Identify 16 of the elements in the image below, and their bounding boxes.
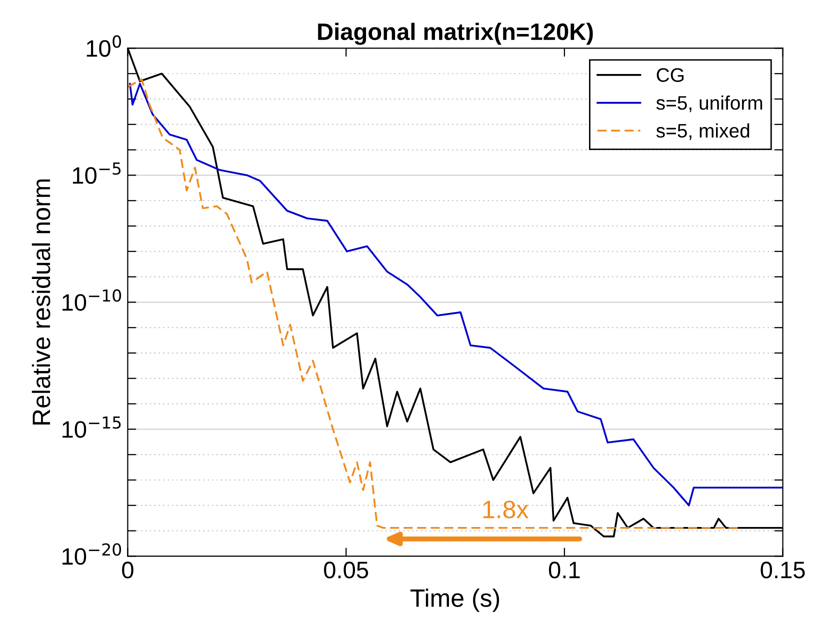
y-tick-label: 10$^{−15}$: [62, 416, 121, 438]
x-tick-label: 0.1: [548, 562, 580, 578]
y-axis-title: Relative residual norm: [32, 179, 50, 425]
annotation: 1.8x: [483, 500, 528, 518]
x-tick-label: 0.15: [760, 562, 805, 578]
legend-label: s=5, mixed: [656, 123, 750, 140]
y-tick-label: 10$^{−5}$: [72, 162, 121, 184]
chart-title: Diagonal matrix(n=120K): [318, 22, 593, 45]
legend-label: CG: [656, 68, 684, 82]
y-tick-label: 10$^{−20}$: [62, 543, 122, 565]
legend-label: s=5, uniform: [656, 96, 762, 112]
y-tick-label: 10$^{−10}$: [62, 289, 122, 311]
x-axis-title: Time (s): [410, 588, 500, 612]
y-tick-label: 10$^{0}$: [86, 35, 121, 57]
x-tick-label: 0.05: [324, 562, 368, 578]
x-tick-label: 0: [122, 562, 134, 578]
